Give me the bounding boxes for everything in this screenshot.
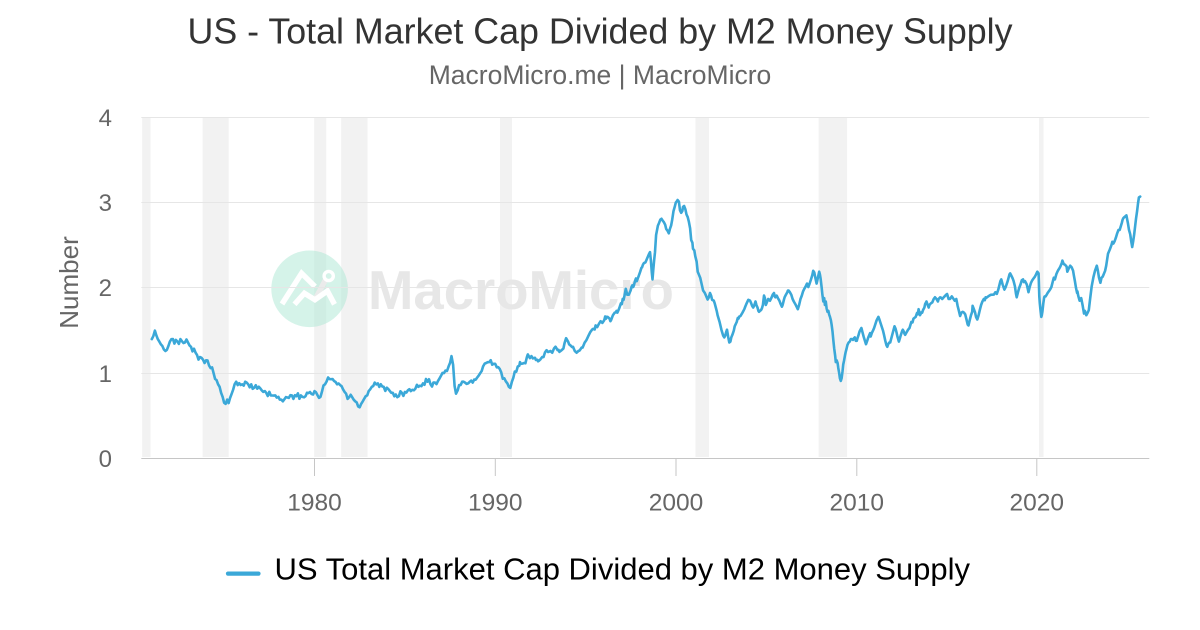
svg-text:3: 3 [99,190,112,217]
svg-text:1990: 1990 [468,490,523,517]
svg-text:4: 4 [99,105,112,132]
svg-text:2020: 2020 [1010,490,1065,517]
svg-text:2000: 2000 [649,490,704,517]
svg-text:MacroMicro.me | MacroMicro: MacroMicro.me | MacroMicro [429,60,772,90]
svg-text:2010: 2010 [830,490,885,517]
svg-text:1980: 1980 [287,490,342,517]
svg-text:Number: Number [54,236,84,329]
svg-text:2: 2 [99,275,112,302]
svg-text:US Total Market Cap Divided by: US Total Market Cap Divided by M2 Money … [275,552,971,587]
svg-text:0: 0 [99,446,112,473]
svg-text:MacroMicro: MacroMicro [368,260,674,321]
svg-text:1: 1 [99,361,112,388]
svg-text:US - Total Market Cap Divided: US - Total Market Cap Divided by M2 Mone… [187,12,1012,52]
